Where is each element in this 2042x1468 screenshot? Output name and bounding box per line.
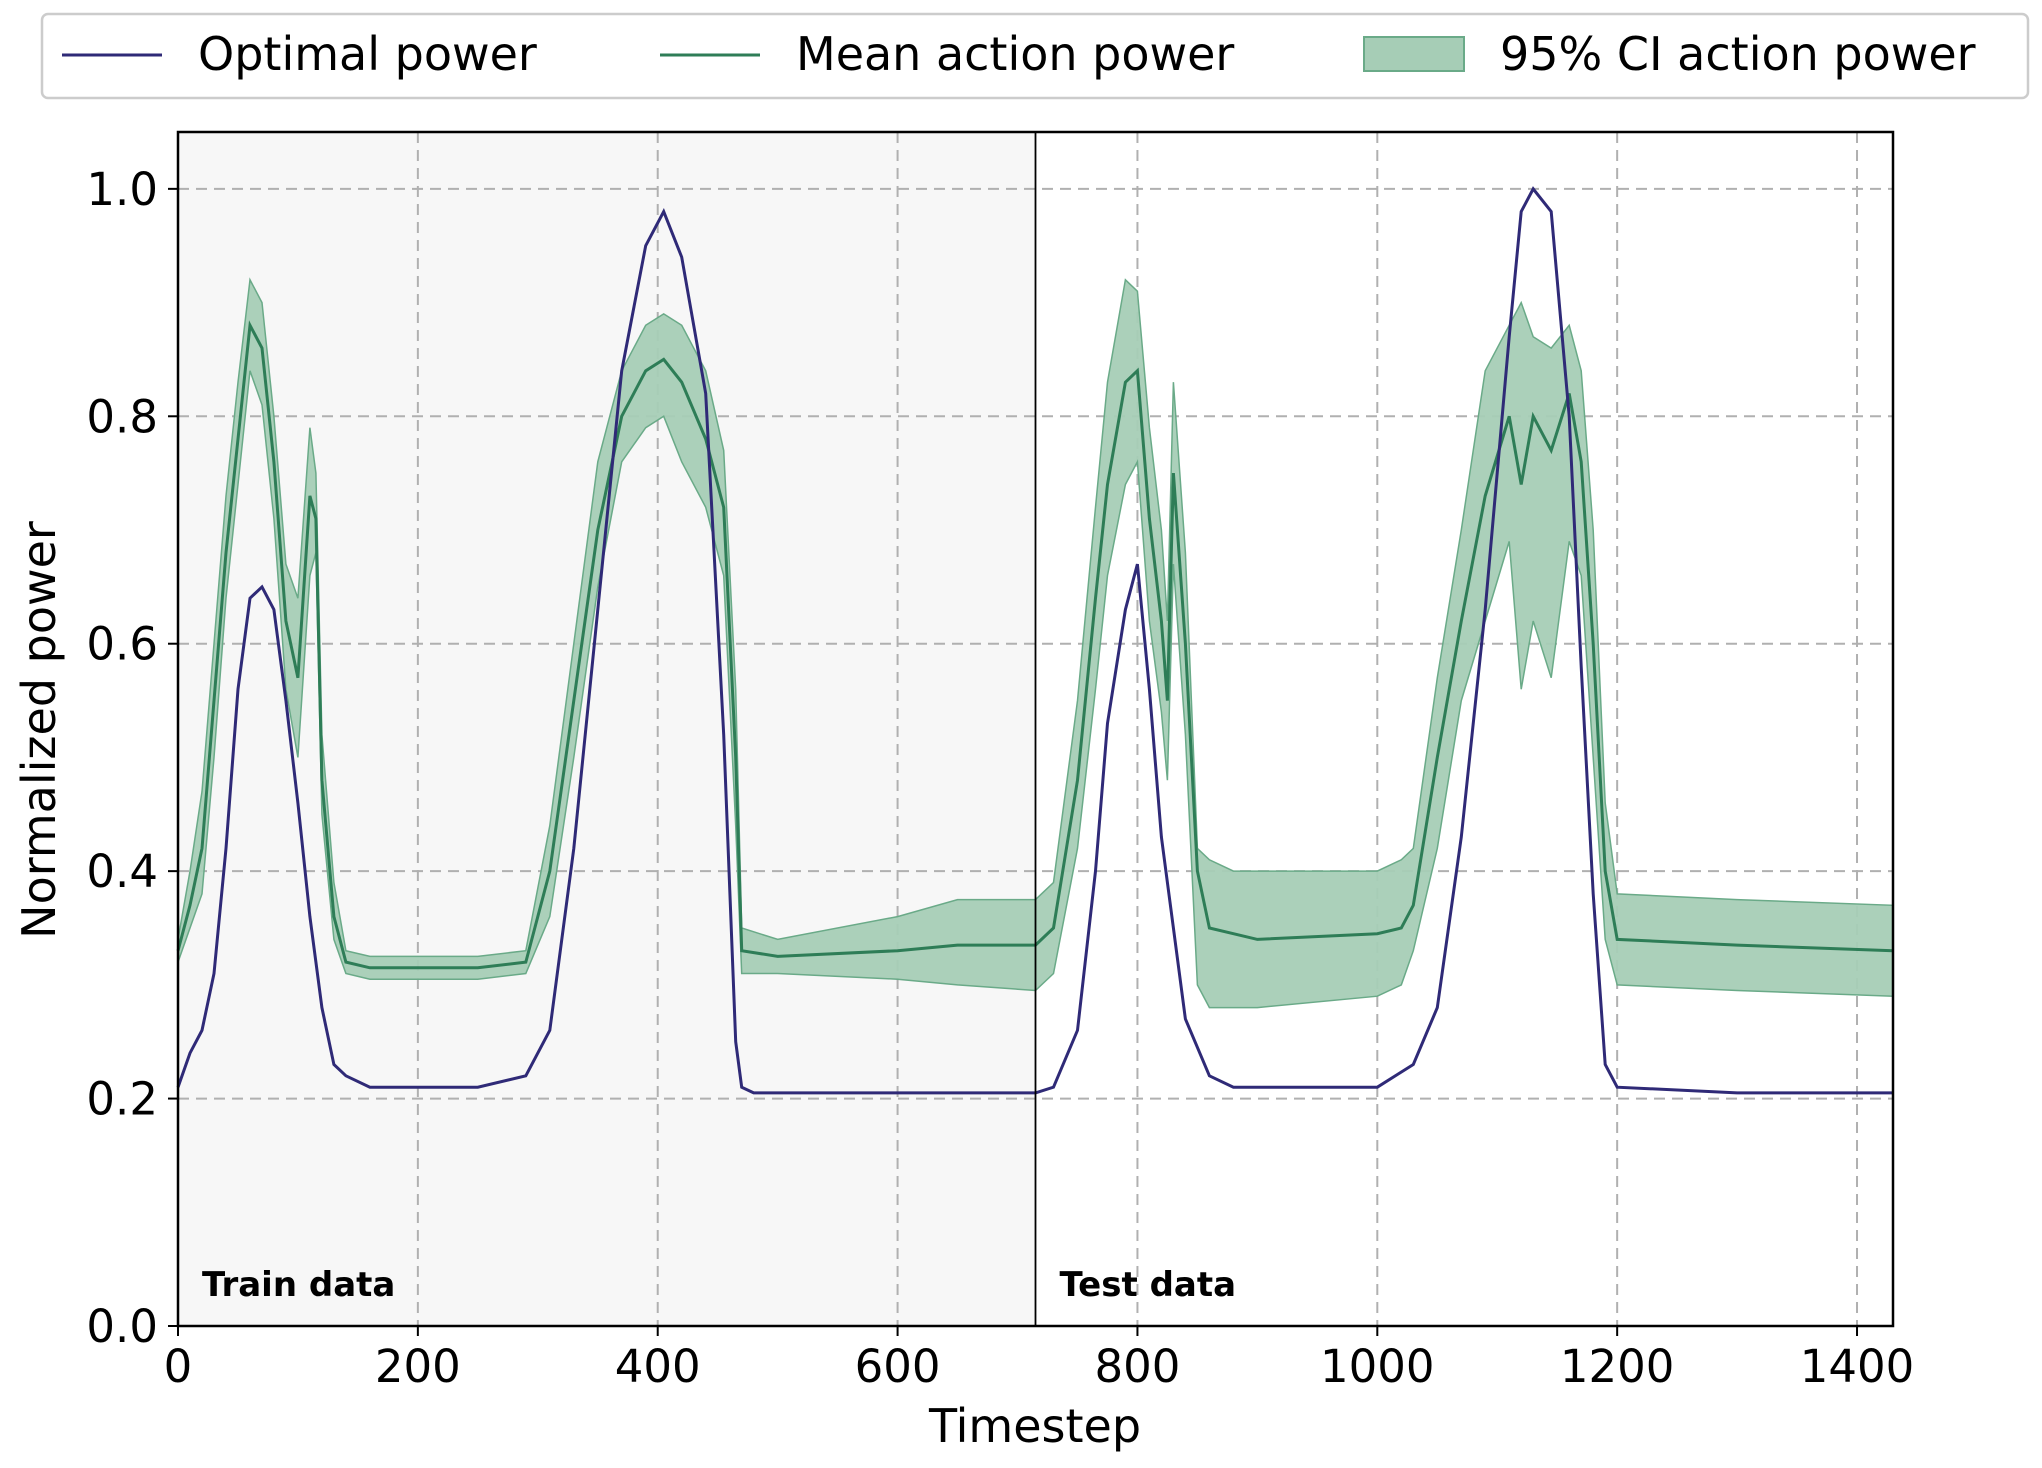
x-tick-label: 400 (615, 1340, 701, 1393)
legend-label-optimal-power: Optimal power (198, 27, 537, 81)
legend-swatch-ci-action-power (1363, 36, 1465, 72)
y-tick-label: 0.4 (86, 845, 158, 898)
test-region-label: Test data (1060, 1265, 1237, 1305)
y-tick-label: 0.0 (86, 1300, 158, 1353)
y-axis: 0.0 0.2 0.4 0.6 0.8 1.0 (86, 163, 178, 1353)
y-axis-title: Normalized power (12, 521, 66, 939)
x-tick-label: 800 (1094, 1340, 1180, 1393)
x-axis-title: Timestep (928, 1399, 1141, 1453)
legend-label-ci-action-power: 95% CI action power (1500, 27, 1976, 81)
y-tick-label: 0.6 (86, 618, 158, 671)
legend: Optimal power Mean action power 95% CI a… (40, 12, 2030, 100)
mean-action-power-line (176, 320, 1894, 970)
x-tick-label: 600 (855, 1340, 941, 1393)
x-axis: 0 200 400 600 800 1000 1200 1400 (164, 1326, 1915, 1393)
y-tick-label: 1.0 (86, 163, 158, 216)
x-tick-label: 1400 (1800, 1340, 1915, 1393)
plot-area: Train data Test data (176, 130, 1895, 1328)
x-tick-label: 200 (375, 1340, 461, 1393)
y-tick-label: 0.2 (86, 1073, 158, 1126)
train-region-label: Train data (202, 1265, 395, 1305)
legend-frame (40, 12, 2030, 100)
legend-label-mean-action-power: Mean action power (796, 27, 1234, 81)
x-tick-label: 1000 (1320, 1340, 1435, 1393)
x-tick-label: 0 (164, 1340, 193, 1393)
x-tick-label: 1200 (1560, 1340, 1675, 1393)
optimal-power-line (176, 186, 1893, 1095)
train-region-shade (178, 132, 1036, 1326)
plot-frame (176, 130, 1895, 1328)
y-tick-label: 0.8 (86, 390, 158, 443)
